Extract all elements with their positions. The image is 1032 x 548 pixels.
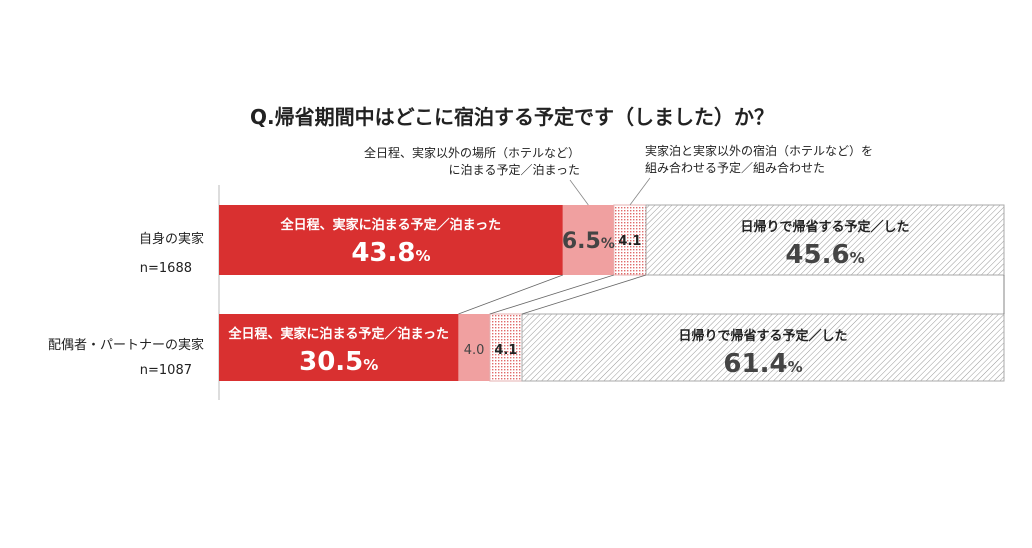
data-label: 43.8% bbox=[351, 238, 430, 268]
bar-segment bbox=[562, 205, 614, 275]
data-label: 4.1 bbox=[494, 343, 517, 358]
callout-leader-line bbox=[569, 179, 589, 206]
data-label: 30.5% bbox=[299, 347, 378, 377]
category-n-label: n=1087 bbox=[140, 363, 192, 378]
data-label: 4.1 bbox=[618, 234, 641, 249]
connector-line bbox=[458, 274, 563, 315]
connector-line bbox=[489, 274, 614, 315]
data-label: 6.5% bbox=[562, 229, 615, 254]
callout-leader-line bbox=[629, 177, 651, 206]
bar-segment bbox=[489, 313, 523, 382]
data-label: 45.6% bbox=[785, 240, 864, 270]
callout-text: に泊まる予定／泊まった bbox=[448, 162, 580, 177]
series-name-label: 全日程、実家に泊まる予定／泊まった bbox=[280, 217, 501, 233]
data-label: 61.4% bbox=[723, 349, 802, 379]
connector-line bbox=[521, 274, 647, 315]
bar-segment bbox=[458, 314, 490, 381]
category-label: 配偶者・パートナーの実家 bbox=[48, 337, 204, 353]
bar-segment bbox=[613, 204, 647, 276]
callout-text: 全日程、実家以外の場所（ホテルなど） bbox=[364, 145, 580, 160]
category-n-label: n=1688 bbox=[140, 261, 192, 276]
series-name-label: 全日程、実家に泊まる予定／泊まった bbox=[227, 326, 448, 342]
callout-text: 組み合わせる予定／組み合わせた bbox=[645, 160, 825, 175]
series-name-label: 日帰りで帰省する予定／した bbox=[741, 219, 910, 235]
callout-text: 実家泊と実家以外の宿泊（ホテルなど）を bbox=[645, 143, 873, 158]
bar-segment bbox=[521, 313, 1005, 382]
chart-title: Q.帰省期間中はどこに宿泊する予定です（しました）か？ bbox=[250, 105, 774, 129]
bar-segment bbox=[219, 205, 563, 275]
bar-segment bbox=[645, 204, 1005, 276]
category-label: 自身の実家 bbox=[139, 231, 204, 247]
data-label: 4.0 bbox=[464, 343, 485, 358]
bar-segment bbox=[219, 314, 459, 381]
series-name-label: 日帰りで帰省する予定／した bbox=[678, 328, 847, 344]
